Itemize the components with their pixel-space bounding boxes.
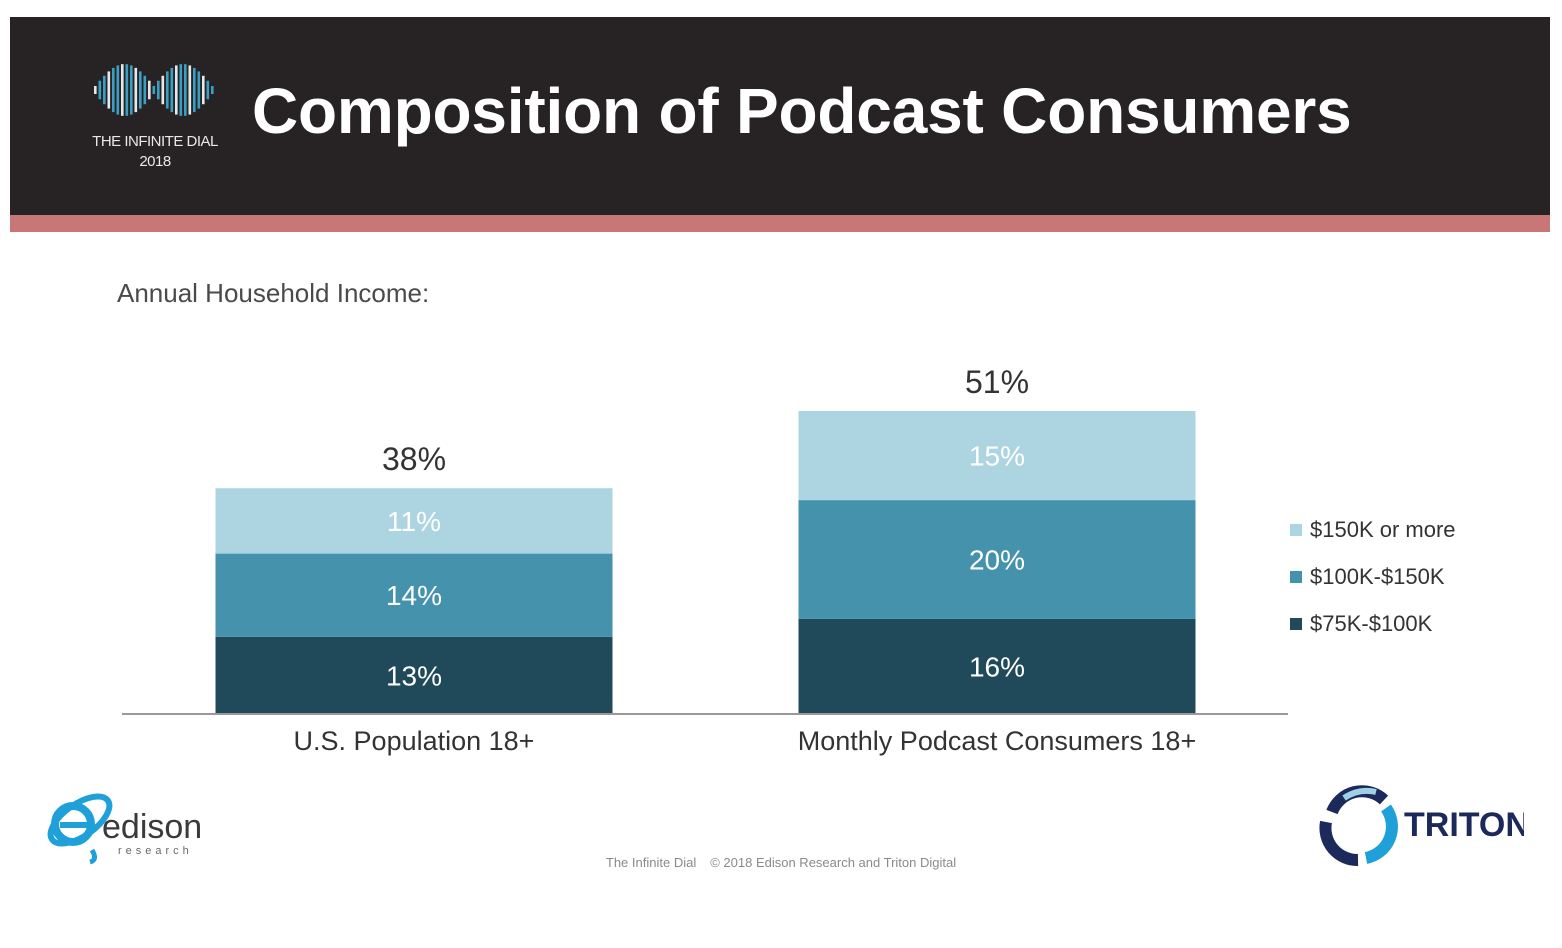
logo-bar [143, 75, 147, 105]
logo-bar [161, 75, 165, 105]
logo-text-line1: THE INFINITE DIAL [92, 133, 218, 150]
logo-bar [170, 67, 174, 113]
total-label: 51% [965, 364, 1029, 400]
header-bar [10, 17, 1550, 215]
logo-bar [188, 65, 192, 115]
edison-logo-icon: edison research [47, 793, 202, 865]
edison-logo: edison research [40, 778, 240, 868]
legend-item-75k-100k: $75K-$100K [1290, 600, 1456, 647]
logo-bar [94, 86, 97, 94]
bar-segment-0-0 [215, 636, 613, 714]
legend-label: $75K-$100K [1310, 610, 1433, 636]
logo-text-line2: 2018 [139, 153, 171, 170]
logo-bar [206, 80, 210, 100]
data-label: 13% [386, 660, 442, 691]
logo-bar [121, 64, 124, 116]
footer: The Infinite Dial © 2018 Edison Research … [0, 855, 1562, 870]
logo-bar [112, 67, 115, 113]
logo-bar [166, 71, 169, 109]
legend: $150K or more $100K-$150K $75K-$100K [1290, 506, 1456, 647]
legend-item-100k-150k: $100K-$150K [1290, 553, 1456, 600]
logo-bar [152, 86, 156, 94]
triton-logo: TRITON [1314, 782, 1530, 867]
logo-bar [107, 71, 111, 109]
category-label: U.S. Population 18+ [294, 726, 535, 756]
category-label: Monthly Podcast Consumers 18+ [798, 726, 1196, 756]
edison-subtext: research [118, 845, 193, 857]
logo-bar [134, 67, 138, 113]
logo-bar [202, 75, 205, 105]
bar-segment-2-0 [215, 488, 613, 554]
triton-logo-icon: TRITON [1319, 785, 1530, 867]
logo-bar [175, 65, 178, 115]
infinite-dial-logo: THE INFINITE DIAL 2018 [80, 50, 230, 180]
logo-bar [148, 80, 151, 100]
legend-swatch [1290, 523, 1302, 536]
data-label: 15% [969, 441, 1025, 472]
logo-bar [103, 75, 106, 105]
chart-subtitle: Annual Household Income: [117, 278, 430, 308]
legend-label: $150K or more [1310, 516, 1456, 542]
footer-right: © 2018 Edison Research and Triton Digita… [710, 855, 957, 870]
legend-item-150k-plus: $150K or more [1290, 506, 1456, 553]
edison-wordmark: edison [102, 808, 202, 846]
logo-bar [98, 80, 102, 100]
page-title: Composition of Podcast Consumers [252, 75, 1352, 147]
infinity-logo-icon [94, 64, 214, 116]
logo-bar [139, 71, 142, 109]
logo-bar [179, 64, 183, 116]
triton-wordmark: TRITON [1404, 806, 1524, 844]
bar-segment-0-1 [798, 618, 1196, 714]
logo-bar [211, 86, 214, 94]
bar-segment-2-1 [798, 411, 1196, 501]
logo-bar [197, 71, 201, 109]
total-label: 38% [382, 441, 446, 477]
bar-segment-1-0 [215, 553, 613, 637]
legend-swatch [1290, 570, 1302, 583]
logo-bar [125, 64, 129, 116]
logo-bar [157, 80, 160, 100]
legend-swatch [1290, 617, 1302, 630]
data-label: 11% [387, 506, 441, 537]
logo-bar [184, 64, 187, 116]
logo-bar [193, 67, 196, 113]
data-label: 20% [969, 545, 1025, 576]
logo-bar [116, 65, 120, 115]
bar-segment-1-1 [798, 500, 1196, 619]
data-label: 16% [969, 651, 1025, 682]
header-stripe [10, 215, 1550, 232]
legend-label: $100K-$150K [1310, 563, 1445, 589]
data-label: 14% [386, 580, 442, 611]
logo-bar [130, 65, 133, 115]
footer-left: The Infinite Dial [605, 855, 697, 870]
